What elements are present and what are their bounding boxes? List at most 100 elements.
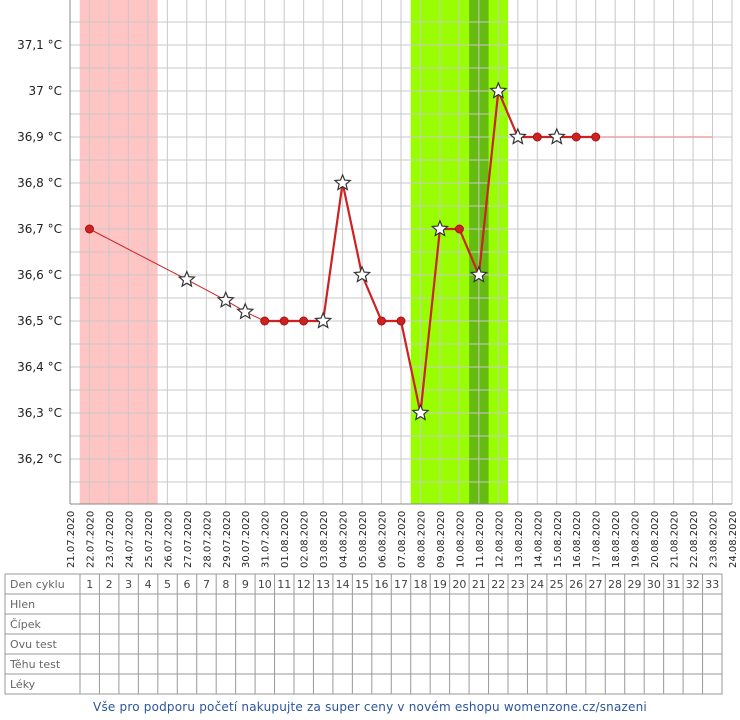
y-tick-labels: 37,1 °C 37 °C 36,9 °C 36,8 °C 36,7 °C 36,6 °C… bbox=[17, 38, 62, 466]
series-segment bbox=[88, 228, 188, 281]
data-point-star bbox=[469, 265, 488, 283]
table-day-number: 9 bbox=[242, 578, 249, 591]
x-tick-label: 05.08.2020 bbox=[358, 511, 369, 568]
data-point-dot bbox=[377, 316, 387, 326]
table-day-number: 33 bbox=[705, 578, 719, 591]
series-segment bbox=[186, 279, 227, 301]
data-point-star bbox=[352, 265, 372, 283]
table-row-label: Ovu test bbox=[10, 638, 57, 651]
table-day-number: 14 bbox=[336, 578, 350, 591]
table-day-number: 13 bbox=[316, 578, 330, 591]
data-point-star bbox=[489, 81, 508, 99]
axes bbox=[69, 0, 732, 505]
table-row-label: Čípek bbox=[10, 618, 41, 631]
table-day-number: 7 bbox=[203, 578, 210, 591]
table-day-number: 28 bbox=[608, 578, 622, 591]
table-day-number: 3 bbox=[125, 578, 132, 591]
data-point-star bbox=[177, 270, 196, 288]
table-row-label: Den cyklu bbox=[10, 578, 65, 591]
x-tick-label: 23.08.2020 bbox=[709, 511, 720, 568]
table-row-label: Léky bbox=[10, 678, 36, 691]
table-day-number: 10 bbox=[258, 578, 272, 591]
series-segment bbox=[399, 319, 422, 415]
data-point-dot bbox=[396, 316, 406, 326]
y-tick-label: 36,8 °C bbox=[17, 176, 62, 190]
x-tick-label: 31.07.2020 bbox=[261, 511, 272, 568]
table-day-number: 24 bbox=[530, 578, 544, 591]
data-point-star bbox=[333, 173, 352, 191]
x-tick-label: 27.07.2020 bbox=[183, 511, 194, 568]
data-point-star bbox=[508, 127, 527, 145]
table-day-number: 19 bbox=[433, 578, 447, 591]
temperature-markers bbox=[84, 81, 601, 421]
data-point-star bbox=[236, 302, 255, 320]
x-tick-label: 04.08.2020 bbox=[339, 511, 350, 568]
x-tick-labels: 21.07.2020 22.07.2020 23.07.2020 24.07.2020… bbox=[66, 511, 739, 568]
table-day-number: 1 bbox=[86, 578, 93, 591]
x-tick-label: 12.08.2020 bbox=[494, 511, 505, 568]
x-tick-label: 15.08.2020 bbox=[553, 511, 564, 568]
series-segment bbox=[497, 89, 519, 139]
data-point-star bbox=[411, 403, 430, 421]
y-tick-label: 36,6 °C bbox=[17, 268, 62, 282]
table-day-number: 12 bbox=[297, 578, 311, 591]
y-tick-label: 37 °C bbox=[29, 84, 62, 98]
y-tick-label: 36,9 °C bbox=[17, 130, 62, 144]
x-tick-label: 26.07.2020 bbox=[163, 511, 174, 568]
data-point-dot bbox=[454, 224, 464, 234]
x-tick-label: 28.07.2020 bbox=[202, 511, 213, 568]
data-point-dot bbox=[591, 132, 601, 142]
table-day-number: 29 bbox=[627, 578, 641, 591]
data-point-dot bbox=[279, 316, 289, 326]
table-day-number: 18 bbox=[413, 578, 427, 591]
footer-link[interactable]: Vše pro podporu početí nakupujte za supe… bbox=[93, 700, 647, 714]
table-day-number: 11 bbox=[277, 578, 291, 591]
temperature-chart: 37,1 °C 37 °C 36,9 °C 36,8 °C 36,7 °C 36,6 °C… bbox=[4, 0, 739, 695]
x-tick-label: 13.08.2020 bbox=[514, 511, 525, 568]
data-point-dot bbox=[532, 132, 542, 142]
x-tick-label: 17.08.2020 bbox=[592, 511, 603, 568]
table-day-number: 5 bbox=[164, 578, 171, 591]
data-point-dot bbox=[571, 132, 581, 142]
table-day-number: 2 bbox=[106, 578, 113, 591]
table-day-number: 17 bbox=[394, 578, 408, 591]
x-tick-label: 24.08.2020 bbox=[728, 511, 739, 568]
x-tick-label: 10.08.2020 bbox=[455, 511, 466, 568]
y-tick-label: 36,2 °C bbox=[17, 452, 62, 466]
table-day-number: 21 bbox=[472, 578, 486, 591]
series-segment bbox=[458, 227, 480, 277]
series-segment bbox=[322, 181, 344, 323]
x-tick-label: 19.08.2020 bbox=[631, 511, 642, 568]
x-tick-label: 03.08.2020 bbox=[319, 511, 330, 568]
x-tick-label: 01.08.2020 bbox=[280, 511, 291, 568]
x-tick-label: 24.07.2020 bbox=[124, 511, 135, 568]
x-tick-label: 20.08.2020 bbox=[650, 511, 661, 568]
x-tick-label: 23.07.2020 bbox=[105, 511, 116, 568]
table-day-number: 27 bbox=[589, 578, 603, 591]
x-tick-label: 16.08.2020 bbox=[572, 511, 583, 568]
data-point-star bbox=[216, 290, 235, 309]
series-segment bbox=[360, 273, 383, 323]
table-day-number: 8 bbox=[222, 578, 229, 591]
table-day-number: 23 bbox=[511, 578, 525, 591]
data-point-star bbox=[547, 127, 566, 145]
table-day-number: 16 bbox=[375, 578, 389, 591]
x-tick-label: 21.08.2020 bbox=[670, 511, 681, 568]
y-tick-label: 36,5 °C bbox=[17, 314, 62, 328]
x-tick-label: 29.07.2020 bbox=[222, 511, 233, 568]
x-tick-label: 06.08.2020 bbox=[378, 511, 389, 568]
data-point-star bbox=[314, 311, 333, 329]
table-day-number: 30 bbox=[647, 578, 661, 591]
table-day-number: 31 bbox=[666, 578, 680, 591]
table-day-number: 32 bbox=[686, 578, 700, 591]
table-day-number: 22 bbox=[491, 578, 505, 591]
series-segment bbox=[341, 181, 364, 277]
x-tick-label: 11.08.2020 bbox=[475, 511, 486, 568]
x-tick-label: 21.07.2020 bbox=[66, 511, 77, 568]
y-tick-label: 37,1 °C bbox=[17, 38, 62, 52]
x-tick-label: 09.08.2020 bbox=[436, 511, 447, 568]
x-tick-label: 22.07.2020 bbox=[85, 511, 96, 568]
table-day-number: 6 bbox=[184, 578, 191, 591]
table-row-label: Hlen bbox=[10, 598, 35, 611]
